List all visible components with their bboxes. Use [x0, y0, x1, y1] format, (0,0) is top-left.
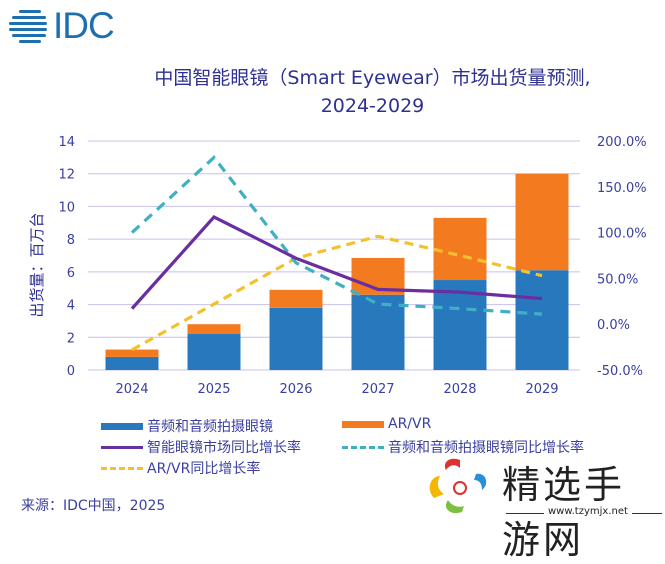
- legend-swatch-total-growth: [101, 446, 143, 449]
- x-tick-label: 2025: [197, 382, 230, 397]
- x-tick-label: 2029: [525, 382, 558, 397]
- legend-item-arvr: AR/VR: [342, 416, 431, 432]
- bar-arvr: [434, 218, 487, 280]
- left-tick-label: 0: [67, 364, 75, 379]
- bar-audio: [516, 270, 569, 370]
- right-tick-label: 200.0%: [597, 135, 647, 150]
- legend-label-total-growth: 智能眼镜市场同比增长率: [147, 437, 301, 457]
- legend-item-arvr-growth: AR/VR同比增长率: [101, 458, 260, 478]
- right-axis-ticks: -50.0% 0.0% 50.0% 100.0% 150.0% 200.0%: [597, 135, 647, 379]
- y-axis-label: 出货量：百万台: [28, 212, 46, 317]
- right-tick-label: 150.0%: [597, 181, 647, 196]
- legend-label-arvr: AR/VR: [388, 416, 431, 432]
- left-tick-label: 4: [67, 299, 75, 314]
- bar-audio: [270, 308, 323, 370]
- legend-item-total-growth: 智能眼镜市场同比增长率: [101, 437, 301, 457]
- legend-swatch-arvr-growth: [101, 467, 143, 470]
- right-tick-label: -50.0%: [597, 364, 643, 379]
- watermark-rule-left: [506, 513, 544, 514]
- left-tick-label: 12: [58, 168, 75, 183]
- x-tick-label: 2028: [443, 382, 476, 397]
- bar-audio: [106, 357, 159, 370]
- bar-arvr: [516, 174, 569, 271]
- legend-swatch-arvr: [342, 421, 384, 428]
- legend-swatch-audio-growth: [342, 446, 384, 449]
- legend-item-audio: 音频和音频拍摄眼镜: [101, 416, 273, 436]
- watermark-url: www.tzymjx.net: [548, 506, 628, 517]
- left-tick-label: 8: [67, 233, 75, 248]
- x-axis-ticks: 2024 2025 2026 2027 2028 2029: [115, 382, 558, 397]
- right-tick-label: 0.0%: [597, 318, 630, 333]
- bar-arvr: [188, 324, 241, 334]
- legend-label-audio: 音频和音频拍摄眼镜: [147, 416, 273, 436]
- legend-swatch-audio: [101, 423, 143, 430]
- right-tick-label: 100.0%: [597, 227, 647, 242]
- bar-audio: [188, 334, 241, 370]
- left-tick-label: 6: [67, 266, 75, 281]
- watermark-rule-right: [632, 513, 662, 514]
- watermark-logo-icon: [420, 454, 500, 520]
- gridlines: [88, 141, 580, 370]
- source-note: 来源：IDC中国，2025: [21, 495, 165, 515]
- left-axis-ticks: 0 2 4 6 8 10 12 14: [58, 135, 75, 379]
- x-tick-label: 2024: [115, 382, 148, 397]
- legend-label-arvr-growth: AR/VR同比增长率: [147, 458, 260, 478]
- watermark: 精选手游网 www.tzymjx.net: [420, 452, 665, 521]
- bar-arvr: [270, 290, 323, 308]
- right-tick-label: 50.0%: [597, 272, 638, 287]
- left-tick-label: 2: [67, 331, 75, 346]
- left-tick-label: 14: [58, 135, 75, 150]
- bar-arvr: [106, 350, 159, 357]
- x-tick-label: 2027: [361, 382, 394, 397]
- x-tick-label: 2026: [279, 382, 312, 397]
- left-tick-label: 10: [58, 200, 75, 215]
- bar-audio: [352, 295, 405, 370]
